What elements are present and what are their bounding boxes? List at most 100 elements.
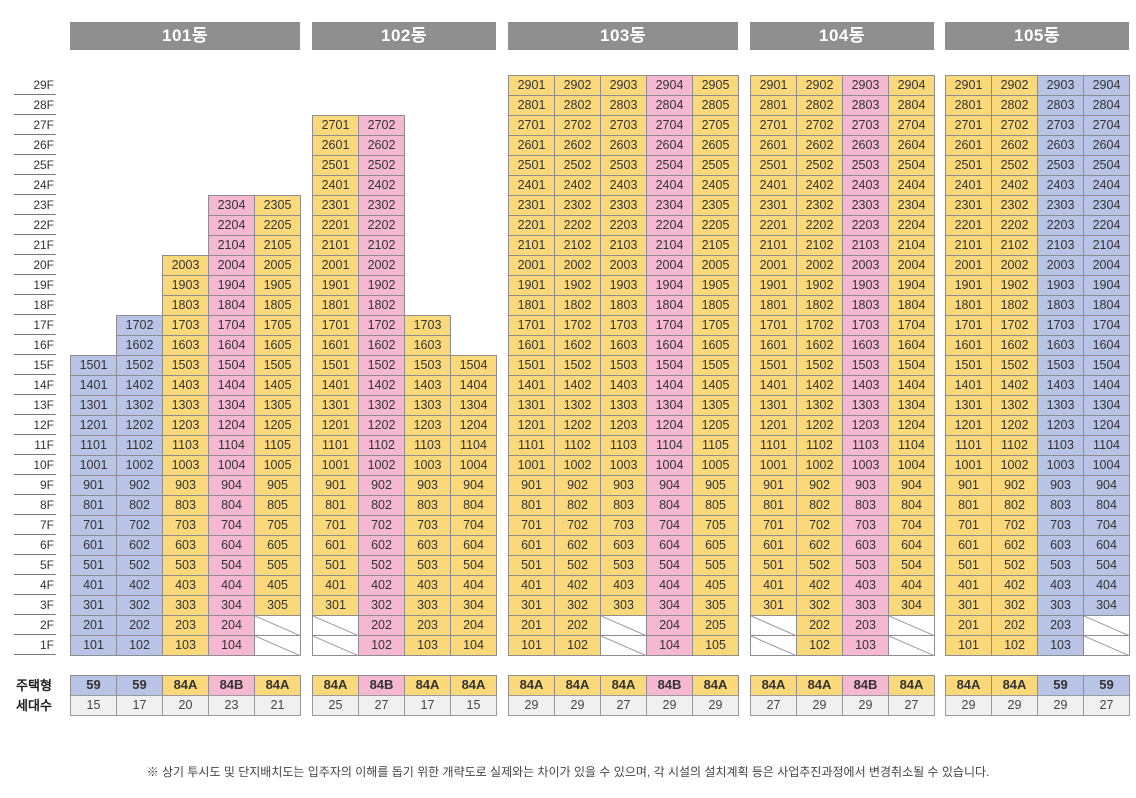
unit-cell: 601 [70, 535, 117, 556]
unit-cell: 2202 [796, 215, 843, 236]
floor-label: 15F [14, 355, 56, 375]
unit-cell: 604 [888, 535, 935, 556]
unit-cell: 2504 [888, 155, 935, 176]
unit-cell: 2003 [842, 255, 889, 276]
unit-cell: 1101 [750, 435, 797, 456]
unit-cell: 1103 [842, 435, 889, 456]
unit-cell: 1005 [692, 455, 739, 476]
unit-cell: 1101 [508, 435, 555, 456]
unit-cell: 1005 [254, 455, 301, 476]
unit-cell: 2201 [508, 215, 555, 236]
unit-cell: 2101 [750, 235, 797, 256]
unit-cell: 902 [796, 475, 843, 496]
unit-cell: 1202 [796, 415, 843, 436]
unit-cell: 1501 [750, 355, 797, 376]
unit-cell: 2004 [1083, 255, 1130, 276]
unit-cell: 2802 [796, 95, 843, 116]
unit-cell: 1902 [796, 275, 843, 296]
unit-cell: 101 [508, 635, 555, 656]
unit-cell: 2302 [358, 195, 405, 216]
unit-cell: 2201 [945, 215, 992, 236]
unit-cell: 2403 [842, 175, 889, 196]
unit-cell: 2304 [888, 195, 935, 216]
unit-cell: 304 [1083, 595, 1130, 616]
unit-cell: 1703 [162, 315, 209, 336]
unit-cell: 2701 [750, 115, 797, 136]
unit-cell: 2402 [358, 175, 405, 196]
building-header: 102동 [312, 22, 496, 50]
unit-cell: 2401 [312, 175, 359, 196]
unit-cell: 1503 [842, 355, 889, 376]
unit-cell: 103 [404, 635, 451, 656]
housing-type-cell: 84B [842, 675, 889, 696]
unit-cell: 1901 [508, 275, 555, 296]
unit-cell: 1102 [116, 435, 163, 456]
unit-cell: 2102 [796, 235, 843, 256]
unit-cell: 2902 [796, 75, 843, 96]
unit-cell: 2204 [646, 215, 693, 236]
unit-cell: 402 [116, 575, 163, 596]
unit-cell: 401 [750, 575, 797, 596]
unit-cell: 1003 [404, 455, 451, 476]
unit-cell: 2801 [508, 95, 555, 116]
households-count-cell: 27 [1083, 695, 1130, 716]
unit-cell: 803 [404, 495, 451, 516]
unit-cell: 1204 [450, 415, 497, 436]
building-header: 101동 [70, 22, 300, 50]
unit-cell: 1804 [646, 295, 693, 316]
unit-cell: 1503 [1037, 355, 1084, 376]
unit-cell: 2705 [692, 115, 739, 136]
unit-cell: 601 [750, 535, 797, 556]
unit-cell: 1802 [796, 295, 843, 316]
unit-cell: 2503 [842, 155, 889, 176]
unit-cell: 1104 [208, 435, 255, 456]
unit-cell: 601 [945, 535, 992, 556]
floor-label: 23F [14, 195, 56, 215]
unit-cell: 1302 [116, 395, 163, 416]
unit-cell: 103 [1037, 635, 1084, 656]
unit-cell: 803 [162, 495, 209, 516]
unit-cell: 1103 [600, 435, 647, 456]
unit-cell: 1002 [991, 455, 1038, 476]
unit-cell: 2001 [508, 255, 555, 276]
unit-cell: 1602 [991, 335, 1038, 356]
unit-cell: 2203 [1037, 215, 1084, 236]
unit-cell: 1804 [1083, 295, 1130, 316]
unit-cell: 1402 [116, 375, 163, 396]
floor-label: 6F [14, 535, 56, 555]
unit-cell: 1604 [208, 335, 255, 356]
unit-cell: 903 [1037, 475, 1084, 496]
unit-cell: 702 [796, 515, 843, 536]
unit-cell: 2702 [554, 115, 601, 136]
unit-cell: 2103 [1037, 235, 1084, 256]
unit-cell: 2302 [991, 195, 1038, 216]
unit-cell: 1002 [116, 455, 163, 476]
unit-cell: 203 [842, 615, 889, 636]
floor-label: 24F [14, 175, 56, 195]
households-count-cell: 27 [600, 695, 647, 716]
unit-cell: 501 [945, 555, 992, 576]
unit-cell: 1201 [508, 415, 555, 436]
unit-cell: 704 [208, 515, 255, 536]
unit-cell: 1104 [646, 435, 693, 456]
unit-cell: 405 [254, 575, 301, 596]
unit-cell: 2202 [358, 215, 405, 236]
unit-cell: 2004 [646, 255, 693, 276]
unit-cell: 302 [116, 595, 163, 616]
unit-cell: 2104 [208, 235, 255, 256]
unit-cell: 2603 [842, 135, 889, 156]
unit-cell: 1404 [1083, 375, 1130, 396]
unit-cell: 1404 [888, 375, 935, 396]
unit-cell: 2601 [945, 135, 992, 156]
unit-cell: 802 [358, 495, 405, 516]
unit-cell: 1302 [796, 395, 843, 416]
unit-cell: 2702 [796, 115, 843, 136]
unit-cell: 1405 [692, 375, 739, 396]
unit-cell: 1404 [208, 375, 255, 396]
unit-cell: 2903 [1037, 75, 1084, 96]
unit-cell: 1101 [70, 435, 117, 456]
unit-cell: 2501 [312, 155, 359, 176]
unit-cell: 2505 [692, 155, 739, 176]
unit-cell: 1101 [945, 435, 992, 456]
unit-cell: 1201 [750, 415, 797, 436]
